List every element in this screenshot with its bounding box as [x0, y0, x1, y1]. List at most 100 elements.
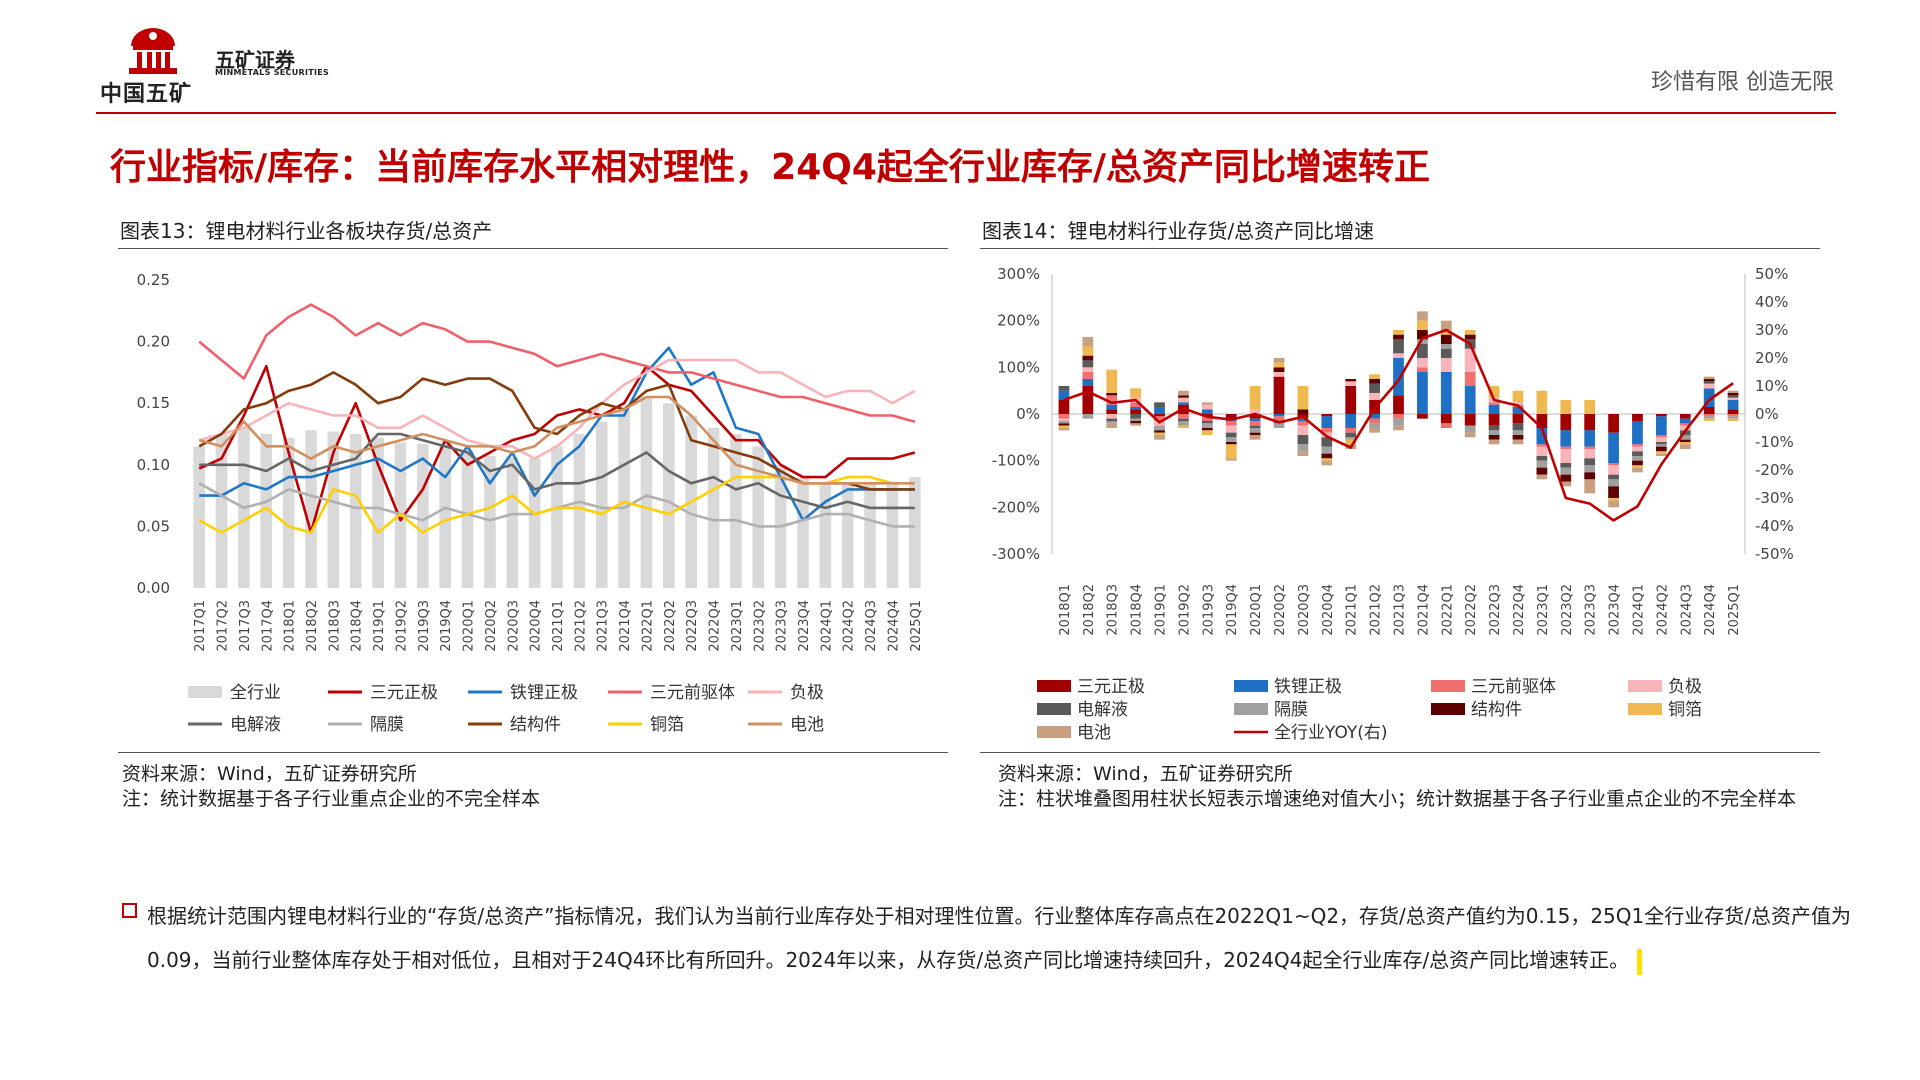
chart14-stack-segment: [1608, 498, 1619, 501]
chart14-stack-segment: [1393, 425, 1404, 431]
chart13-bar: [349, 434, 362, 588]
chart14-right-tick-label: -50%: [1755, 545, 1794, 563]
chart13-series-line: [198, 358, 916, 460]
chart14-stack-segment: [1178, 418, 1189, 421]
chart14-stack-segment: [1703, 418, 1715, 421]
chart14-stack-segment: [1512, 430, 1524, 435]
chart13-xtick-label: 2024Q1: [819, 600, 834, 652]
chart14-legend-label: 全行业YOY(右): [1274, 723, 1388, 743]
chart14-stack-segment: [1393, 418, 1404, 426]
brand-cn: 中国五矿: [100, 82, 193, 107]
chart14-stack-segment: [1130, 423, 1142, 426]
chart14-left-tick-label: -200%: [992, 498, 1040, 516]
chart14-right-tick-label: 30%: [1755, 321, 1788, 339]
chart14-stack-segment: [1536, 390, 1548, 414]
chart14-stack-segment: [1560, 467, 1572, 475]
chart13-xtick-label: 2021Q4: [618, 600, 633, 652]
chart14-stack-segment: [1727, 418, 1739, 421]
chart14-stack-segment: [1584, 446, 1596, 449]
chart13-xtick-label: 2025Q1: [909, 600, 924, 652]
chart13-xtick-label: 2020Q3: [506, 600, 521, 652]
chart14-xtick-label: 2023Q4: [1608, 584, 1623, 636]
chart14-stack-segment: [1345, 379, 1357, 382]
chart14-stack-segment: [1225, 421, 1237, 426]
chart13-bar: [707, 427, 720, 588]
chart14-stack-segment: [1321, 453, 1333, 459]
chart14-legend-label: 三元前驱体: [1471, 677, 1556, 697]
chart14-stack-segment: [1273, 423, 1285, 428]
chart14-stack-segment: [1106, 414, 1118, 419]
chart13-ytick-label: 0.25: [137, 271, 170, 289]
chart14-stack-segment: [1154, 407, 1165, 414]
chart13-legend-label: 电池: [790, 715, 824, 735]
chart14-stack-segment: [1082, 379, 1094, 386]
chart13-xtick-label: 2022Q4: [708, 600, 723, 652]
chart14-stack-segment: [1417, 339, 1428, 344]
chart14-stack-segment: [1393, 330, 1404, 335]
chart14-legend-swatch: [1628, 703, 1662, 715]
chart14-stack-segment: [1703, 379, 1715, 382]
chart14-stack-segment: [1225, 432, 1237, 438]
chart13-legend-label: 结构件: [510, 715, 561, 735]
chart14-top-rule: [980, 248, 1820, 249]
chart13-xtick-label: 2022Q2: [663, 600, 678, 652]
chart14-stack-segment: [1058, 390, 1070, 400]
chart13-bar: [260, 434, 273, 588]
chart14-right-tick-label: -20%: [1755, 461, 1794, 479]
chart14-stack-segment: [1727, 416, 1739, 419]
chart14-stack-segment: [1488, 430, 1500, 435]
chart14-legend-label: 电解液: [1077, 700, 1128, 720]
chart13-legend-swatch: [188, 686, 222, 698]
chart14-stack-segment: [1536, 414, 1548, 428]
chart14-stack-segment: [1321, 416, 1333, 428]
chart14-stack-segment: [1464, 330, 1476, 335]
chart14-left-tick-label: -100%: [992, 452, 1040, 470]
chart14-stack-segment: [1655, 444, 1667, 447]
chart13-bar: [528, 458, 541, 588]
chart13-xtick-label: 2023Q4: [797, 600, 812, 652]
chart14-stack-segment: [1201, 430, 1213, 435]
chart14-stack-segment: [1608, 479, 1619, 487]
chart14-stack-segment: [1178, 395, 1189, 398]
chart14-stack-segment: [1727, 397, 1739, 400]
chart14-stack-segment: [1655, 442, 1667, 445]
chart14-stack-segment: [1393, 414, 1404, 419]
chart14-stack-segment: [1679, 439, 1691, 442]
chart14-stack-segment: [1130, 421, 1142, 424]
chart14-stack-segment: [1273, 358, 1285, 363]
chart14-stack-segment: [1560, 400, 1572, 414]
chart14-stack-segment: [1727, 393, 1739, 396]
chart14-stack-segment: [1584, 472, 1596, 480]
chart14-stack-segment: [1273, 376, 1285, 414]
chart13-bar: [506, 457, 519, 588]
chart14-stack-segment: [1632, 467, 1643, 473]
chart14-stack-segment: [1297, 421, 1309, 426]
chart14-stack-segment: [1703, 381, 1715, 384]
chart13-xtick-label: 2020Q4: [529, 600, 544, 652]
chart14-left-tick-label: 0%: [1016, 405, 1040, 423]
chart14-stack-segment: [1679, 418, 1691, 424]
chart14-stack-segment: [1703, 407, 1715, 414]
chart14-stack-segment: [1058, 386, 1070, 391]
chart14-stack-segment: [1703, 388, 1715, 407]
chart13-xtick-label: 2022Q1: [640, 600, 655, 652]
chart14-stack-segment: [1178, 390, 1189, 396]
chart14-xtick-label: 2021Q4: [1416, 584, 1431, 636]
chart14-stack-segment: [1608, 432, 1619, 463]
chart14-legend-label: 铜箔: [1668, 700, 1702, 720]
chart14-stack-segment: [1608, 474, 1619, 480]
chart14-stack-segment: [1106, 409, 1118, 414]
chart14-stack-segment: [1154, 425, 1165, 431]
chart13-bar: [595, 421, 608, 588]
chart14-stack-segment: [1584, 458, 1596, 466]
chart14-stack-segment: [1297, 444, 1309, 452]
chart13-series-line: [199, 432, 915, 510]
chart14-legend-label: 铁锂正极: [1274, 677, 1342, 697]
chart14-stack-segment: [1154, 430, 1165, 433]
chart14-stack-segment: [1632, 414, 1643, 421]
chart13-bar: [305, 430, 317, 588]
chart14-stack-segment: [1608, 486, 1619, 498]
chart14-note: 注：柱状堆叠图用柱状长短表示增速绝对值大小；统计数据基于各子行业重点企业的不完全…: [998, 788, 1797, 810]
chart14-stack-segment: [1393, 339, 1404, 354]
chart14-xtick-label: 2024Q1: [1631, 584, 1646, 636]
